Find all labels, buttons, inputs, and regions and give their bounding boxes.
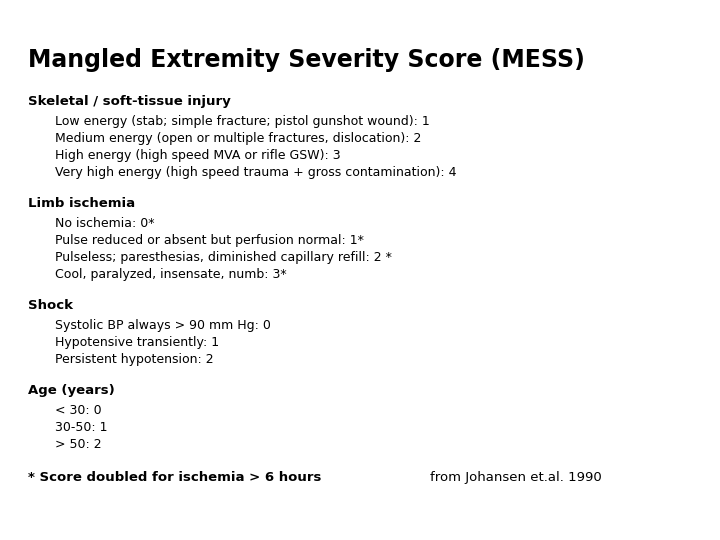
Text: > 50: 2: > 50: 2 bbox=[55, 438, 102, 451]
Text: Low energy (stab; simple fracture; pistol gunshot wound): 1: Low energy (stab; simple fracture; pisto… bbox=[55, 115, 430, 128]
Text: Mangled Extremity Severity Score (MESS): Mangled Extremity Severity Score (MESS) bbox=[28, 48, 585, 72]
Text: Shock: Shock bbox=[28, 299, 73, 312]
Text: Pulse reduced or absent but perfusion normal: 1*: Pulse reduced or absent but perfusion no… bbox=[55, 234, 364, 247]
Text: High energy (high speed MVA or rifle GSW): 3: High energy (high speed MVA or rifle GSW… bbox=[55, 149, 341, 162]
Text: * Score doubled for ischemia > 6 hours: * Score doubled for ischemia > 6 hours bbox=[28, 471, 321, 484]
Text: 30-50: 1: 30-50: 1 bbox=[55, 421, 107, 434]
Text: Hypotensive transiently: 1: Hypotensive transiently: 1 bbox=[55, 336, 219, 349]
Text: No ischemia: 0*: No ischemia: 0* bbox=[55, 217, 155, 230]
Text: Age (years): Age (years) bbox=[28, 384, 114, 397]
Text: Persistent hypotension: 2: Persistent hypotension: 2 bbox=[55, 353, 214, 366]
Text: Very high energy (high speed trauma + gross contamination): 4: Very high energy (high speed trauma + gr… bbox=[55, 166, 456, 179]
Text: Cool, paralyzed, insensate, numb: 3*: Cool, paralyzed, insensate, numb: 3* bbox=[55, 268, 287, 281]
Text: Limb ischemia: Limb ischemia bbox=[28, 197, 135, 210]
Text: Medium energy (open or multiple fractures, dislocation): 2: Medium energy (open or multiple fracture… bbox=[55, 132, 421, 145]
Text: Systolic BP always > 90 mm Hg: 0: Systolic BP always > 90 mm Hg: 0 bbox=[55, 319, 271, 332]
Text: Pulseless; paresthesias, diminished capillary refill: 2 *: Pulseless; paresthesias, diminished capi… bbox=[55, 251, 392, 264]
Text: < 30: 0: < 30: 0 bbox=[55, 404, 102, 417]
Text: from Johansen et.al. 1990: from Johansen et.al. 1990 bbox=[430, 471, 602, 484]
Text: Skeletal / soft-tissue injury: Skeletal / soft-tissue injury bbox=[28, 95, 230, 108]
